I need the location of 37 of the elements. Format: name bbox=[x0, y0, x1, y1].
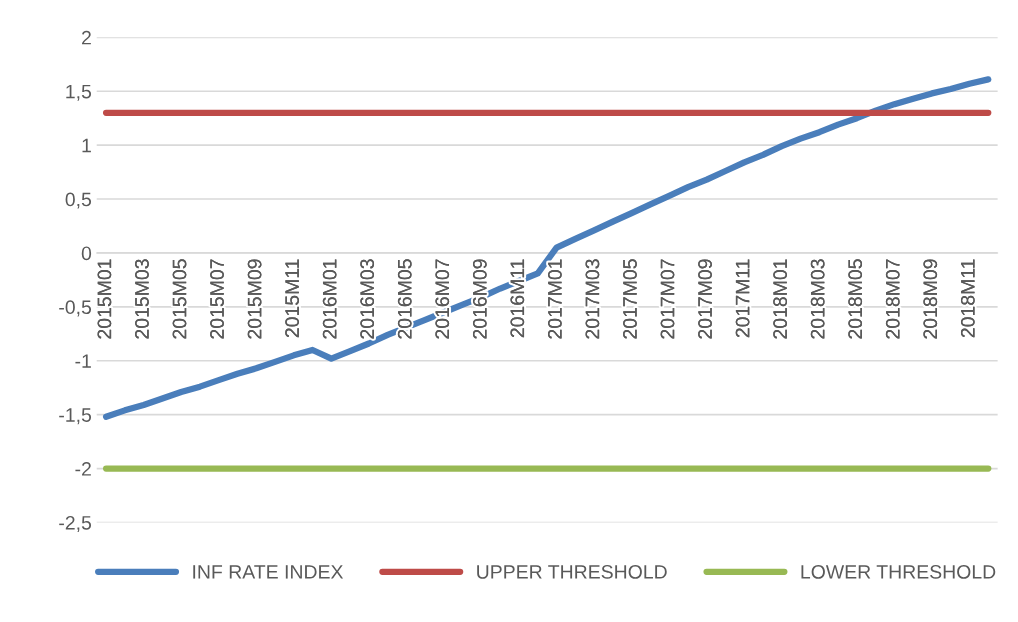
x-tick-label: 2016M11 bbox=[510, 259, 525, 338]
legend-label: LOWER THRESHOLD bbox=[801, 564, 996, 579]
y-tick-label: 0 bbox=[81, 246, 92, 261]
y-tick-label: 0,5 bbox=[65, 192, 92, 209]
x-tick-label: 2017M09 bbox=[698, 259, 712, 339]
y-tick-label: -0,5 bbox=[59, 300, 92, 317]
x-tick-label: 2017M03 bbox=[585, 259, 600, 339]
x-tick-label: 2015M09 bbox=[247, 259, 262, 339]
x-tick-label: 2016M01 bbox=[322, 259, 337, 339]
x-tick-label: 2018M03 bbox=[810, 259, 825, 339]
x-tick-label: 2018M09 bbox=[923, 259, 938, 339]
x-tick-label: 2017M11 bbox=[735, 259, 750, 338]
y-tick-label: -1,5 bbox=[59, 408, 92, 425]
x-tick-label: 2015M03 bbox=[135, 259, 149, 339]
legend-label: UPPER THRESHOLD bbox=[477, 564, 667, 579]
x-tick-label: 2017M07 bbox=[660, 259, 675, 339]
y-tick-label: -2,5 bbox=[59, 515, 92, 533]
y-tick-label: 1,5 bbox=[66, 84, 92, 101]
x-tick-label: 2018M01 bbox=[773, 259, 788, 339]
x-tick-label: 2016M03 bbox=[360, 259, 375, 339]
x-tick-label: 2015M05 bbox=[172, 259, 187, 339]
x-tick-label: 2018M11 bbox=[960, 259, 975, 338]
x-tick-label: 2016M05 bbox=[397, 259, 412, 339]
x-tick-label: 2015M01 bbox=[97, 259, 112, 339]
legend-label: INF RATE INDEX bbox=[193, 565, 344, 579]
x-tick-label: 2017M01 bbox=[548, 259, 562, 339]
y-tick-label: 2 bbox=[82, 30, 91, 45]
x-tick-label: 2016M09 bbox=[472, 259, 487, 339]
x-tick-label: 2018M05 bbox=[848, 259, 863, 339]
y-tick-label: 1 bbox=[82, 138, 91, 153]
y-tick-label: -1 bbox=[75, 354, 91, 368]
x-tick-label: 2015M11 bbox=[285, 259, 300, 338]
x-tick-label: 2018M07 bbox=[885, 259, 900, 339]
y-tick-label: -2 bbox=[75, 462, 91, 476]
x-tick-label: 2016M07 bbox=[435, 259, 450, 339]
x-tick-label: 2017M05 bbox=[623, 259, 637, 339]
x-tick-label: 2015M07 bbox=[210, 259, 224, 339]
